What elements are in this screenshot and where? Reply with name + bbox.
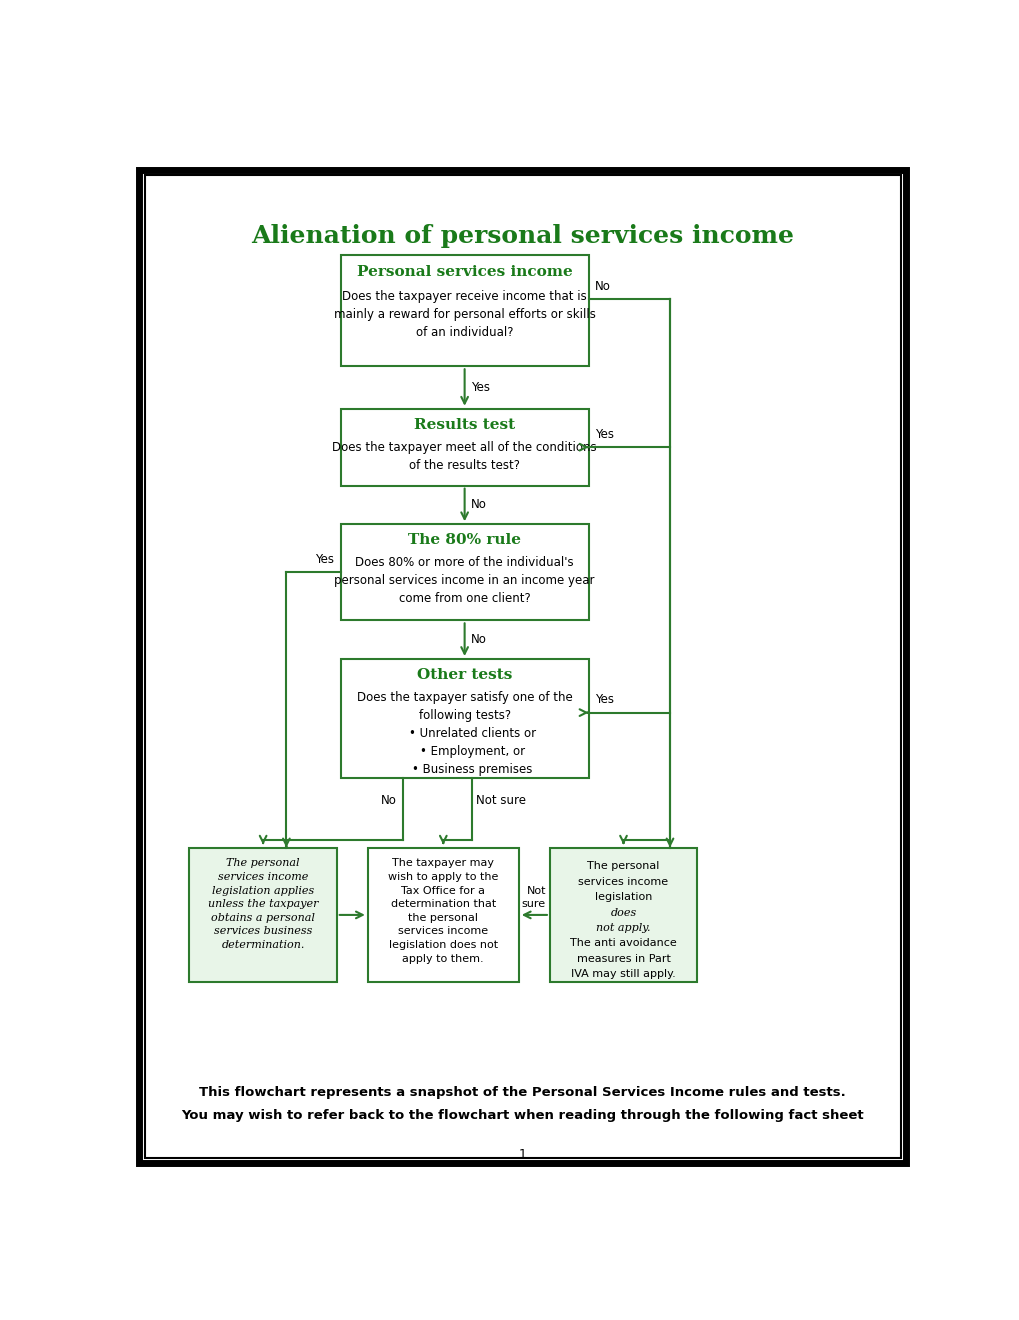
Text: does: does [609,908,636,917]
Text: Yes: Yes [315,553,334,566]
Bar [340,255,588,367]
Text: not apply.: not apply. [596,923,650,933]
Text: 1: 1 [519,1148,526,1160]
Text: Yes: Yes [594,428,613,441]
Text: The taxpayer may
wish to apply to the
Tax Office for a
determination that
the pe: The taxpayer may wish to apply to the Ta… [388,858,498,964]
Text: The anti avoidance: The anti avoidance [570,939,677,948]
Text: legislation: legislation [594,892,651,902]
Bar [340,409,588,486]
Text: No: No [471,499,486,511]
Text: The personal
services income
legislation applies
unless the taxpayer
obtains a p: The personal services income legislation… [208,858,318,950]
Text: No: No [380,793,396,807]
Bar [549,847,696,982]
Text: Yes: Yes [471,381,489,393]
Text: Yes: Yes [594,693,613,706]
Bar [190,847,336,982]
Text: Does the taxpayer meet all of the conditions
of the results test?: Does the taxpayer meet all of the condit… [332,441,596,473]
Text: Personal services income: Personal services income [357,265,572,280]
Text: measures in Part: measures in Part [576,954,669,964]
Text: Not sure: Not sure [476,793,526,807]
Text: The personal: The personal [587,862,659,871]
Text: You may wish to refer back to the flowchart when reading through the following f: You may wish to refer back to the flowch… [181,1109,863,1122]
Bar [340,659,588,779]
Text: Does 80% or more of the individual's
personal services income in an income year
: Does 80% or more of the individual's per… [334,557,594,606]
Text: Other tests: Other tests [417,668,512,682]
Text: The 80% rule: The 80% rule [408,533,521,548]
Text: Does the taxpayer receive income that is
mainly a reward for personal efforts or: Does the taxpayer receive income that is… [333,290,595,339]
Text: Results test: Results test [414,418,515,432]
Text: No: No [594,280,610,293]
Bar [340,524,588,620]
Text: This flowchart represents a snapshot of the Personal Services Income rules and t: This flowchart represents a snapshot of … [199,1086,846,1100]
Bar [368,847,519,982]
Text: services income: services income [578,876,667,887]
Text: IVA may still apply.: IVA may still apply. [571,969,676,979]
Text: Does the taxpayer satisfy one of the
following tests?
    • Unrelated clients or: Does the taxpayer satisfy one of the fol… [357,692,572,776]
Text: Alienation of personal services income: Alienation of personal services income [251,224,794,248]
Text: No: No [471,634,486,647]
Text: Not
sure: Not sure [522,886,545,908]
